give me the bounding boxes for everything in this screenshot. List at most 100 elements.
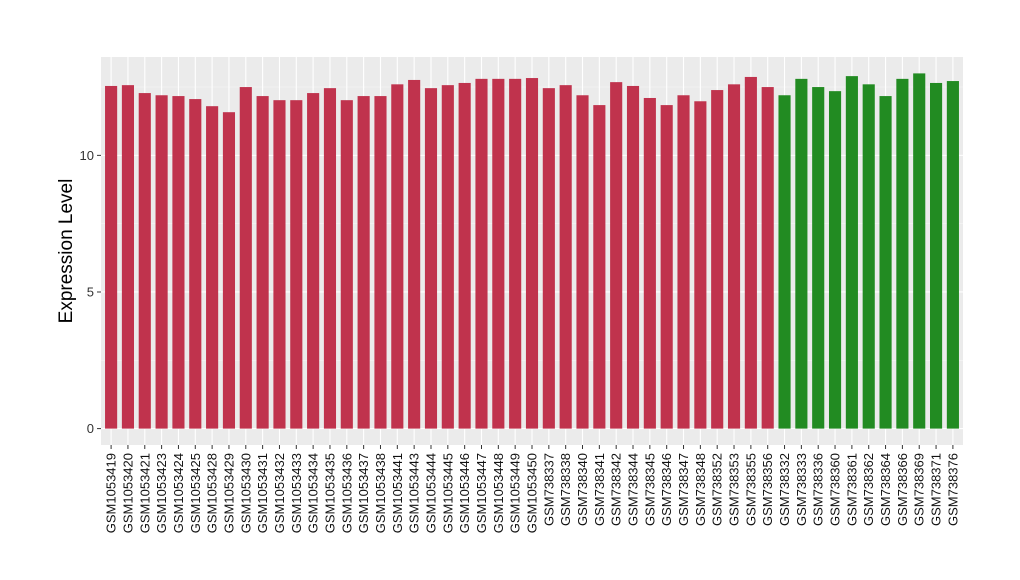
x-tick-label: GSM738341 [592,453,607,526]
bar-GSM738361 [845,76,858,429]
x-tick-label: GSM738364 [878,453,893,526]
x-tick-label: GSM1053443 [407,453,422,533]
bar-GSM738345 [643,97,656,429]
bar-GSM1053431 [256,96,269,429]
bar-GSM738353 [727,84,741,429]
x-tick-label: GSM1053425 [188,453,203,533]
x-tick-label: GSM1053432 [272,453,287,533]
x-tick-label: GSM738336 [811,453,826,526]
x-tick-label: GSM1053433 [289,453,304,533]
bar-GSM738371 [930,82,943,429]
bar-GSM1053444 [424,88,438,429]
x-tick-label: GSM738362 [861,453,876,526]
x-tick-label: GSM738332 [777,453,792,526]
bars [105,73,959,429]
bar-GSM1053430 [239,87,252,429]
x-tick-label: GSM738347 [676,453,691,526]
y-tick-label: 0 [87,421,94,436]
bar-GSM1053432 [273,100,286,429]
bar-GSM1053450 [525,78,539,429]
bar-GSM738355 [744,76,757,429]
bar-GSM1053449 [509,78,522,429]
bar-GSM1053446 [458,82,471,429]
bar-GSM738376 [946,81,959,429]
x-tick-label: GSM738352 [710,453,725,526]
bar-GSM738337 [542,88,555,429]
y-tick-label: 10 [80,148,94,163]
x-tick-label: GSM738356 [760,453,775,526]
bar-GSM1053448 [492,78,505,429]
bar-GSM738352 [711,90,724,429]
y-axis-label: Expression Level [56,179,77,324]
x-tick-label: GSM1053441 [390,453,405,533]
x-tick-label: GSM1053421 [137,453,152,533]
bar-GSM1053447 [475,78,488,429]
x-tick-label: GSM738344 [626,453,641,526]
x-tick-label: GSM1053447 [474,453,489,533]
x-tick-label: GSM738337 [541,453,556,526]
bar-GSM738342 [610,82,623,429]
x-tick-label: GSM1053423 [154,453,169,533]
x-tick-label: GSM738340 [575,453,590,526]
bar-GSM1053420 [121,85,134,429]
bar-GSM738348 [694,101,707,429]
bar-GSM738364 [879,96,892,429]
bar-GSM738341 [593,105,606,429]
x-tick-label: GSM1053445 [440,453,455,533]
y-tick-label: 5 [87,284,94,299]
bar-GSM1053433 [290,100,303,429]
bar-GSM1053436 [340,100,353,429]
bar-GSM738333 [795,78,808,429]
x-tick-label: GSM738346 [659,453,674,526]
bar-GSM1053421 [138,93,151,429]
bar-GSM738344 [626,85,640,429]
x-tick-label: GSM1053424 [171,453,186,533]
x-tick-label: GSM1053430 [238,453,253,533]
bar-GSM738366 [896,78,909,429]
x-tick-label: GSM1053449 [508,453,523,533]
bar-GSM1053424 [172,96,185,429]
bar-GSM738369 [913,73,926,429]
x-tick-label: GSM1053448 [491,453,506,533]
bar-GSM1053419 [105,85,118,429]
bar-GSM1053435 [323,88,337,429]
x-tick-label: GSM1053434 [306,453,321,533]
bar-GSM738362 [862,84,875,429]
x-tick-label: GSM738333 [794,453,809,526]
bar-GSM738360 [828,91,842,429]
bar-GSM1053423 [155,95,168,429]
x-tick-label: GSM738369 [912,453,927,526]
x-tick-label: GSM738355 [743,453,758,526]
bar-GSM1053438 [374,96,387,429]
bar-GSM1053434 [307,93,320,429]
x-tick-label: GSM1053436 [339,453,354,533]
x-tick-label: GSM1053429 [222,453,237,533]
bar-GSM738346 [660,105,673,429]
x-tick-label: GSM1053419 [104,453,119,533]
bar-GSM1053443 [408,79,421,429]
x-tick-label: GSM738361 [844,453,859,526]
x-tick-label: GSM738353 [727,453,742,526]
x-tick-label: GSM1053444 [424,453,439,533]
x-tick-label: GSM738366 [895,453,910,526]
bar-GSM1053445 [441,85,454,429]
bar-GSM1053441 [391,84,404,429]
x-tick-label: GSM738342 [609,453,624,526]
bar-GSM1053425 [189,99,202,429]
x-tick-label: GSM1053450 [525,453,540,533]
x-tick-label: GSM738348 [693,453,708,526]
x-tick-label: GSM738345 [642,453,657,526]
bar-GSM738340 [576,95,589,429]
x-tick-label: GSM1053428 [205,453,220,533]
x-tick-label: GSM738376 [945,453,960,526]
x-tick-label: GSM738338 [558,453,573,526]
bar-GSM738336 [812,87,825,429]
bar-GSM738347 [677,95,690,429]
bar-GSM738338 [559,85,572,429]
x-tick-label: GSM1053438 [373,453,388,533]
bar-GSM1053437 [357,96,370,429]
x-tick-label: GSM1053431 [255,453,270,533]
bar-GSM1053428 [206,106,219,429]
x-tick-label: GSM1053446 [457,453,472,533]
